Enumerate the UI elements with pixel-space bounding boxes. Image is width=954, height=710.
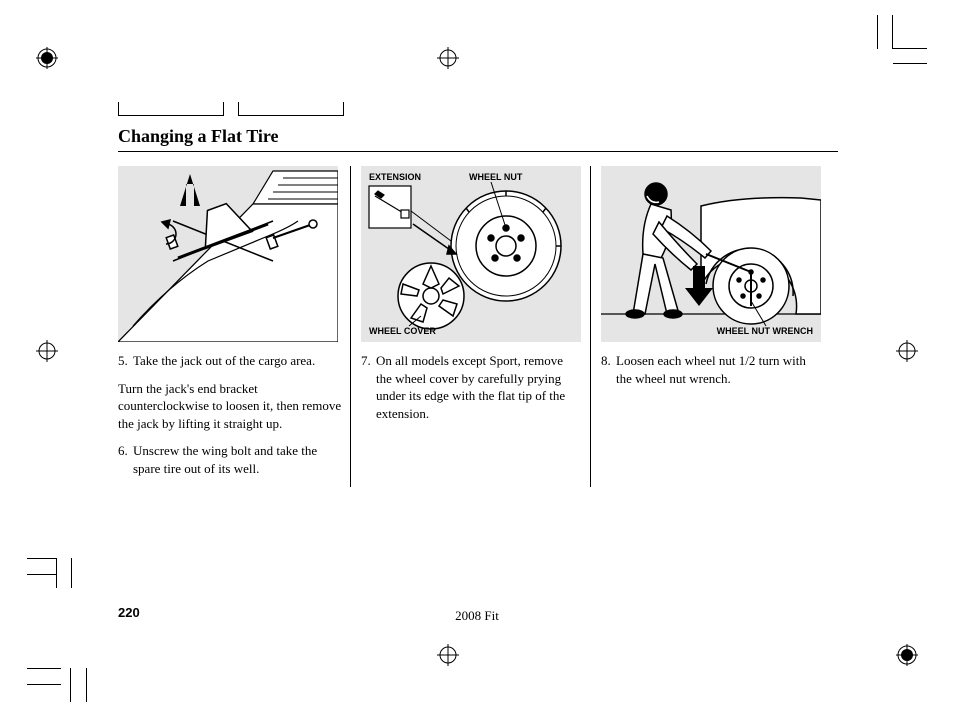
crop-mark xyxy=(877,15,878,49)
wheelcover-illustration xyxy=(361,166,581,342)
registration-mark xyxy=(36,340,58,362)
crop-mark xyxy=(56,558,57,588)
registration-mark xyxy=(437,644,459,666)
title-underline xyxy=(118,151,838,152)
step-7: 7. On all models except Sport, remove th… xyxy=(361,352,582,422)
crop-mark xyxy=(893,48,927,49)
column-1: 5. Take the jack out of the cargo area. … xyxy=(118,166,350,487)
figure-wheelcover: EXTENSION WHEEL NUT WHEEL COVER xyxy=(361,166,581,342)
crop-mark xyxy=(70,668,71,702)
step-text: On all models except Sport, remove the w… xyxy=(376,352,582,422)
jack-illustration xyxy=(118,166,338,342)
label-extension: EXTENSION xyxy=(369,172,421,182)
crop-mark xyxy=(892,15,893,49)
paragraph: Turn the jack's end bracket counterclock… xyxy=(118,380,342,433)
header-rule-boxes xyxy=(118,102,838,116)
step-number: 6. xyxy=(118,442,133,477)
step-6: 6. Unscrew the wing bolt and take the sp… xyxy=(118,442,342,477)
rule-box xyxy=(238,102,344,116)
label-wheelnut: WHEEL NUT xyxy=(469,172,522,182)
crop-mark xyxy=(27,574,57,575)
wrench-illustration xyxy=(601,166,821,342)
step-text: Unscrew the wing bolt and take the spare… xyxy=(133,442,342,477)
step-number: 5. xyxy=(118,352,133,370)
crop-mark xyxy=(893,63,927,64)
crop-mark xyxy=(27,684,61,685)
columns: 5. Take the jack out of the cargo area. … xyxy=(118,166,838,487)
step-number: 7. xyxy=(361,352,376,422)
column-2: EXTENSION WHEEL NUT WHEEL COVER xyxy=(350,166,590,487)
crop-mark xyxy=(71,558,72,588)
crop-mark xyxy=(27,558,57,559)
step-8: 8. Loosen each wheel nut 1/2 turn with t… xyxy=(601,352,822,387)
label-wheelcover: WHEEL COVER xyxy=(369,326,436,336)
step-5: 5. Take the jack out of the cargo area. xyxy=(118,352,342,370)
col3-text: 8. Loosen each wheel nut 1/2 turn with t… xyxy=(601,352,822,387)
page-content: Changing a Flat Tire xyxy=(118,102,838,487)
registration-mark xyxy=(896,644,918,666)
step-text: Loosen each wheel nut 1/2 turn with the … xyxy=(616,352,822,387)
figure-wrench: WHEEL NUT WRENCH xyxy=(601,166,821,342)
registration-mark xyxy=(437,47,459,69)
footer: 2008 Fit xyxy=(0,608,954,624)
page-title: Changing a Flat Tire xyxy=(118,126,838,147)
step-number: 8. xyxy=(601,352,616,387)
crop-mark xyxy=(86,668,87,702)
col2-text: 7. On all models except Sport, remove th… xyxy=(361,352,582,422)
crop-mark xyxy=(27,668,61,669)
figure-jack xyxy=(118,166,338,342)
label-wrench: WHEEL NUT WRENCH xyxy=(717,326,813,336)
rule-box xyxy=(118,102,224,116)
step-text: Take the jack out of the cargo area. xyxy=(133,352,342,370)
col1-text: 5. Take the jack out of the cargo area. … xyxy=(118,352,342,477)
registration-mark xyxy=(36,47,58,69)
registration-mark xyxy=(896,340,918,362)
column-3: WHEEL NUT WRENCH xyxy=(590,166,830,487)
